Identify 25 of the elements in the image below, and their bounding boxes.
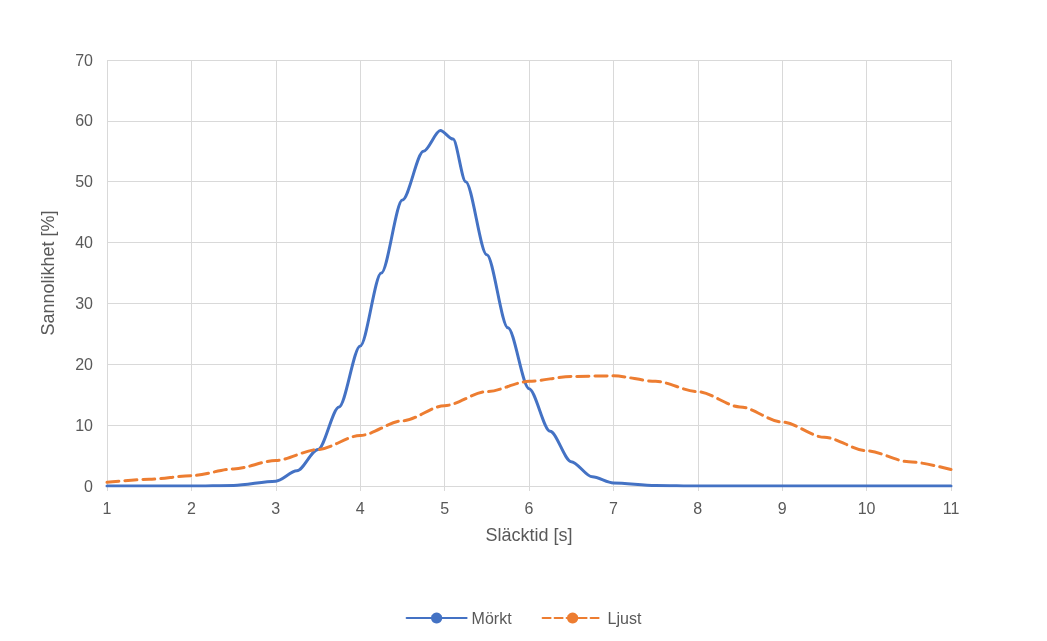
- x-tick-label: 7: [608, 499, 618, 517]
- y-tick-label: 40: [75, 234, 94, 252]
- line-series: [105, 374, 953, 484]
- x-tick-label: 2: [186, 499, 196, 517]
- x-tick-label: 3: [271, 499, 281, 517]
- legend-label: Mörkt: [471, 609, 513, 627]
- x-tick-label: 11: [942, 499, 960, 517]
- y-axis-title: Sannolikhet [%]: [38, 210, 58, 336]
- y-tick-label: 50: [75, 173, 94, 191]
- y-tick-label: 10: [75, 416, 94, 434]
- y-tick-label: 60: [75, 112, 94, 130]
- x-tick-label: 1: [102, 499, 112, 517]
- legend-label: Ljust: [607, 609, 642, 627]
- y-tick-label: 30: [75, 294, 94, 312]
- x-tick-label: 6: [524, 499, 534, 517]
- line-series: [105, 129, 953, 488]
- y-tick-label: 20: [75, 355, 94, 373]
- x-tick-label: 4: [355, 499, 365, 517]
- x-tick-label: 9: [777, 499, 787, 517]
- x-tick-label: 8: [693, 499, 703, 517]
- x-tick-label: 5: [440, 499, 450, 517]
- x-axis-title: Släcktid [s]: [485, 525, 573, 545]
- y-tick-label: 0: [84, 477, 94, 495]
- x-tick-label: 10: [857, 499, 876, 517]
- y-tick-label: 70: [75, 51, 94, 69]
